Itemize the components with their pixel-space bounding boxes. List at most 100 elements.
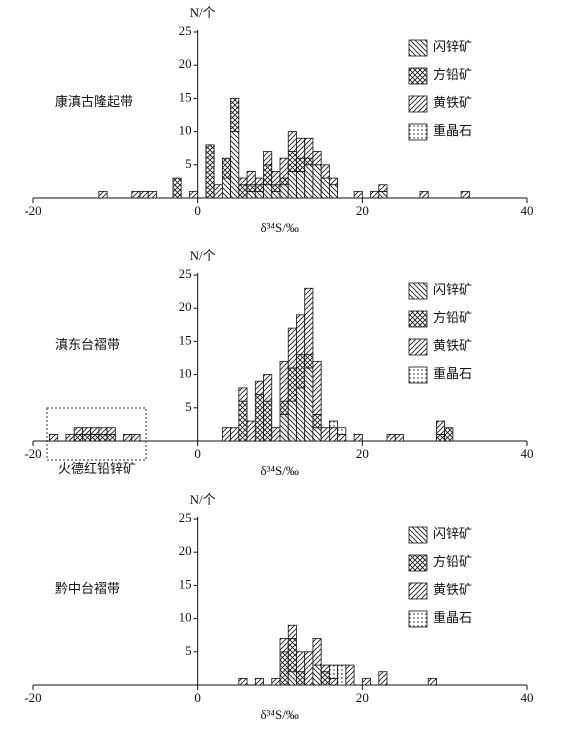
bar-segment	[361, 677, 371, 686]
x-tick-label: 0	[194, 690, 201, 705]
bar-segment	[263, 400, 273, 442]
bar-segment	[378, 184, 388, 192]
bar-segment	[386, 433, 396, 442]
bar-segment	[296, 137, 306, 159]
bar-segment	[394, 433, 404, 442]
bar-segment	[287, 400, 297, 442]
legend-swatch	[408, 39, 428, 57]
y-axis-label: N/个	[190, 5, 216, 20]
y-tick-label: 20	[179, 299, 192, 314]
bar-segment	[304, 287, 314, 356]
y-axis-label: N/个	[190, 492, 216, 507]
annotation-box	[46, 407, 147, 461]
bar-segment	[238, 677, 248, 686]
legend-label: 闪锌矿	[433, 39, 472, 54]
x-tick-label: -20	[24, 446, 41, 461]
bar-segment	[287, 671, 297, 686]
legend-swatch	[408, 366, 428, 384]
bar-segment	[287, 151, 297, 172]
region-label: 黔中台褶带	[55, 581, 120, 596]
y-axis-label: N/个	[190, 248, 216, 263]
bar-segment	[139, 190, 149, 199]
bar-segment	[436, 420, 446, 435]
bar-segment	[49, 433, 59, 442]
bar-segment	[312, 664, 322, 686]
bar-segment	[246, 171, 256, 186]
bar-segment	[279, 184, 289, 199]
bar-segment	[131, 433, 141, 442]
bar-segment	[312, 638, 322, 666]
bar-segment	[353, 190, 363, 199]
bar-segment	[419, 190, 429, 199]
legend-label: 闪锌矿	[433, 282, 472, 297]
bar-segment	[279, 177, 289, 186]
y-tick-label: 15	[179, 576, 192, 591]
bar-segment	[271, 184, 281, 192]
legend-swatch	[408, 310, 428, 328]
bar-segment	[254, 190, 264, 199]
bar-segment	[304, 367, 314, 442]
bar-segment	[436, 433, 446, 442]
bar-segment	[221, 427, 232, 442]
bar-segment	[296, 651, 306, 673]
bar-segment	[106, 427, 116, 435]
bar-segment	[230, 98, 240, 133]
bar-segment	[279, 360, 289, 402]
x-tick-label: 40	[521, 690, 534, 705]
bar-segment	[246, 184, 256, 192]
bar-segment	[279, 157, 289, 179]
bar-segment	[254, 677, 264, 686]
bar-segment	[312, 164, 322, 199]
bar-segment	[147, 190, 157, 199]
bar-segment	[328, 664, 339, 679]
x-tick-label: 20	[356, 446, 369, 461]
bar-segment	[296, 314, 306, 356]
region-label: 滇东台褶带	[55, 337, 120, 352]
bar-segment	[287, 171, 297, 199]
bar-segment	[337, 433, 347, 442]
bar-segment	[287, 131, 297, 152]
bar-segment	[98, 427, 108, 435]
y-tick-label: 5	[185, 643, 192, 658]
bar-segment	[205, 144, 215, 199]
legend-swatch	[408, 338, 428, 356]
bar-segment	[213, 184, 223, 199]
bar-segment	[320, 177, 330, 199]
bar-segment	[296, 387, 306, 442]
y-tick-label: 25	[179, 510, 192, 525]
bar-segment	[238, 400, 248, 442]
bar-segment	[328, 677, 339, 686]
bar-segment	[230, 131, 240, 199]
legend-label: 闪锌矿	[433, 526, 472, 541]
bar-segment	[304, 651, 314, 686]
y-tick-label: 10	[179, 366, 192, 381]
bar-segment	[65, 433, 75, 442]
x-axis-label: δ³⁴S/‰	[260, 463, 298, 478]
x-tick-label: -20	[24, 690, 41, 705]
bar-segment	[221, 177, 232, 199]
bar-segment	[221, 157, 232, 179]
x-tick-label: 0	[194, 446, 201, 461]
bar-segment	[328, 184, 339, 199]
bar-segment	[279, 638, 289, 653]
bar-segment	[287, 327, 297, 369]
legend-label: 方铅矿	[433, 310, 472, 325]
legend-label: 重晶石	[433, 123, 472, 138]
bar-segment	[312, 414, 322, 429]
bar-segment	[90, 427, 100, 435]
bar-segment	[328, 177, 339, 186]
bar-segment	[287, 624, 297, 639]
bar-segment	[271, 171, 281, 186]
region-label: 康滇古隆起带	[55, 94, 133, 109]
legend-label: 黄铁矿	[433, 338, 472, 353]
bar-segment	[337, 427, 347, 435]
bar-segment	[312, 360, 322, 415]
bar-segment	[345, 664, 355, 686]
y-tick-label: 5	[185, 399, 192, 414]
bar-segment	[460, 190, 470, 199]
legend-label: 方铅矿	[433, 554, 472, 569]
legend-label: 黄铁矿	[433, 582, 472, 597]
bar-segment	[304, 164, 314, 199]
bar-segment	[427, 677, 437, 686]
annotation: 火德红铅锌矿	[58, 461, 136, 476]
